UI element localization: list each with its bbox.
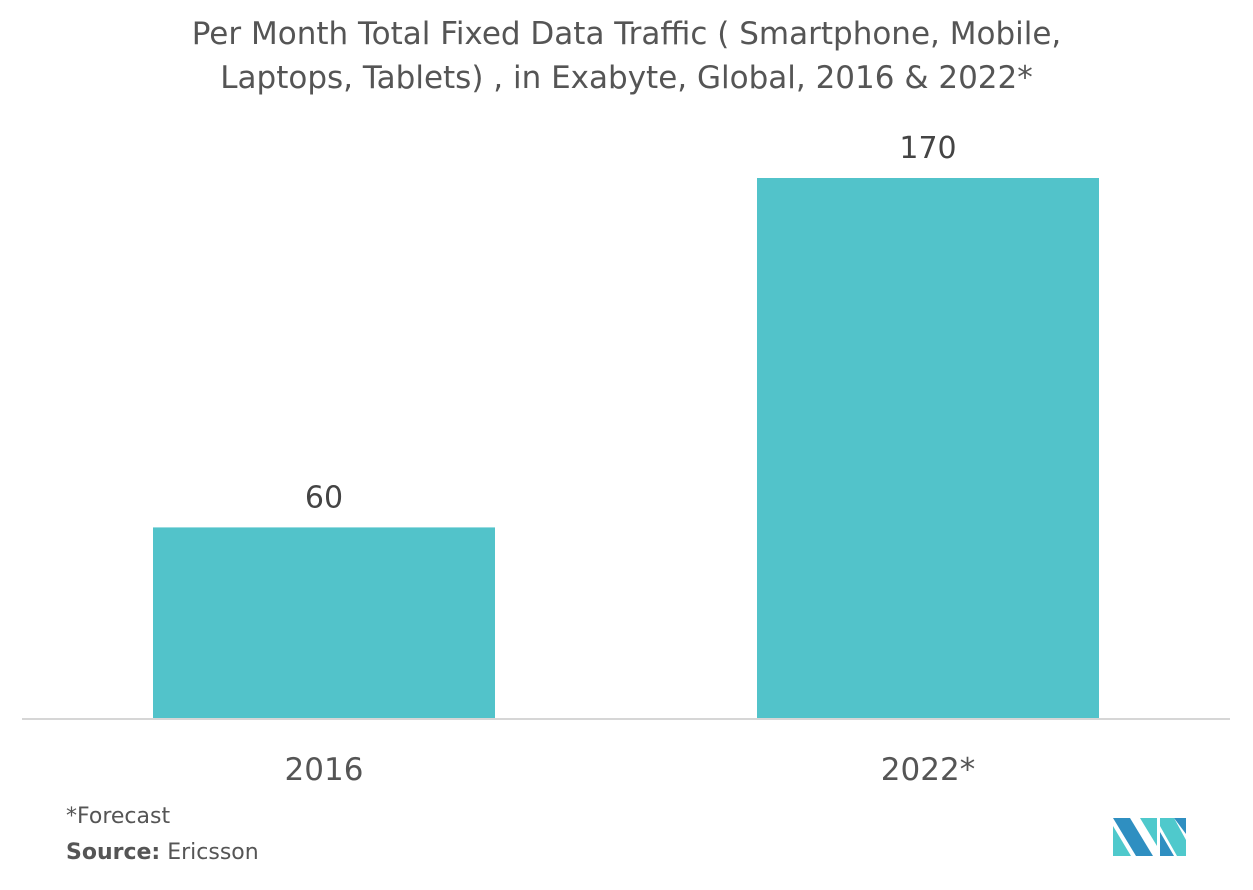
- source-label: Source:: [66, 840, 161, 865]
- chart-title-line-1: Per Month Total Fixed Data Traffic ( Sma…: [191, 16, 1062, 52]
- bar-2016: [153, 527, 495, 718]
- data-label: 170: [899, 131, 956, 166]
- x-tick-label: 2022*: [881, 752, 975, 788]
- source-note: Source: Ericsson: [66, 840, 259, 865]
- source-value: Ericsson: [160, 840, 259, 865]
- x-tick-label: 2016: [285, 752, 364, 788]
- chart-title: Per Month Total Fixed Data Traffic ( Sma…: [0, 12, 1253, 100]
- bar-2022*: [757, 178, 1099, 718]
- company-logo: [1113, 818, 1186, 856]
- logo-shape-1: [1113, 818, 1153, 856]
- logo-shape-5: [1160, 832, 1174, 856]
- logo-shape-6: [1174, 818, 1186, 834]
- logo-shape-2: [1113, 826, 1131, 856]
- logo-shape-4: [1160, 818, 1186, 856]
- chart-title-line-2: Laptops, Tablets) , in Exabyte, Global, …: [220, 60, 1033, 96]
- data-label: 60: [305, 480, 343, 515]
- logo-shape-3: [1140, 818, 1157, 846]
- forecast-note: *Forecast: [66, 804, 171, 829]
